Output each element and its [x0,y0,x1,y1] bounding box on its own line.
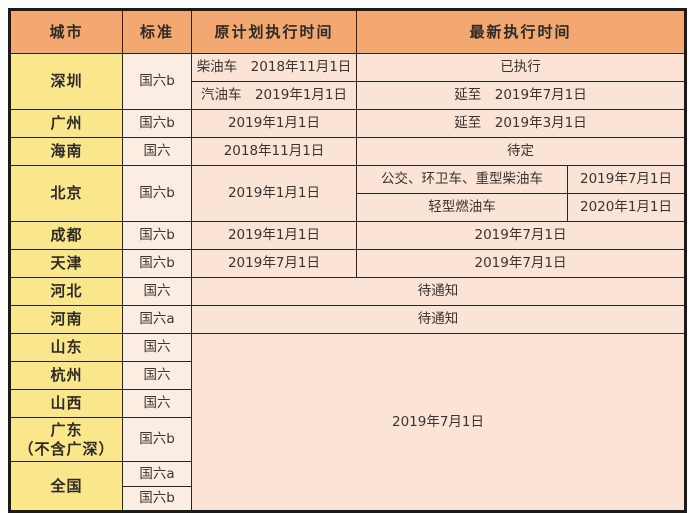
row-hebei: 河北 国六 待通知 [9,277,687,306]
hangzhou-standard-cell: 国六 [122,361,192,390]
shandong-standard-cell: 国六 [122,333,192,362]
shenzhen-standard-cell: 国六b [122,53,192,110]
hainan-original-cell: 2018年11月1日 [191,137,357,166]
row-tianjin: 天津 国六b 2019年7月1日 2019年7月1日 [9,249,687,278]
shenzhen-petrol-latest-cell: 延至 2019年7月1日 [355,81,687,110]
hainan-standard-cell: 国六 [122,137,192,166]
row-hainan: 海南 国六 2018年11月1日 待定 [9,137,687,166]
hebei-city-cell: 河北 [9,277,123,306]
beijing-light-date-cell: 2020年1月1日 [566,193,687,222]
henan-city-cell: 河南 [9,305,123,334]
header-city: 城市 [9,9,123,54]
shenzhen-diesel-latest-cell: 已执行 [355,53,687,82]
row-chengdu: 成都 国六b 2019年1月1日 2019年7月1日 [9,221,687,250]
header-standard: 标准 [122,9,192,54]
guangzhou-standard-cell: 国六b [122,109,192,138]
shenzhen-city-cell: 深圳 [9,53,123,110]
row-beijing-heavy: 北京 国六b 2019年1月1日 公交、环卫车、重型柴油车 2019年7月1日 [9,165,687,222]
row-shandong: 山东 国六 2019年7月1日 [9,333,687,512]
row-shenzhen-diesel: 深圳 国六b 柴油车 2018年11月1日 已执行 [9,53,687,110]
shenzhen-petrol-original-cell: 汽油车 2019年1月1日 [191,81,357,110]
guangzhou-latest-cell: 延至 2019年3月1日 [355,109,687,138]
guangdong-standard-cell: 国六b [122,417,192,462]
henan-standard-cell: 国六a [122,305,192,334]
chengdu-original-cell: 2019年1月1日 [191,221,357,250]
shandong-city-cell: 山东 [9,333,123,362]
row-guangzhou: 广州 国六b 2019年1月1日 延至 2019年3月1日 [9,109,687,138]
chengdu-latest-cell: 2019年7月1日 [355,221,687,250]
row-hangzhou: 杭州 国六 [9,361,686,390]
shanxi-standard-cell: 国六 [122,389,192,418]
guangzhou-original-cell: 2019年1月1日 [191,109,357,138]
beijing-standard-cell: 国六b [122,165,192,222]
row-henan: 河南 国六a 待通知 [9,305,687,334]
hainan-city-cell: 海南 [9,137,123,166]
chengdu-city-cell: 成都 [9,221,123,250]
hebei-notice-cell: 待通知 [190,277,687,306]
header-latest-time: 最新执行时间 [355,9,687,54]
hebei-standard-cell: 国六 [122,277,192,306]
table-container: 城市 标准 原计划执行时间 最新执行时间 深圳 国六b 柴油车 2018年11月… [8,8,688,513]
guangdong-city-cell: 广东 （不含广深） [9,417,123,462]
hainan-latest-cell: 待定 [355,137,687,166]
national-city-cell: 全国 [9,461,123,512]
tianjin-standard-cell: 国六b [122,249,192,278]
header-original-time: 原计划执行时间 [191,9,357,54]
beijing-original-cell: 2019年1月1日 [191,165,357,222]
beijing-light-type-cell: 轻型燃油车 [356,193,568,222]
chengdu-standard-cell: 国六b [122,221,192,250]
shanxi-city-cell: 山西 [9,389,123,418]
tianjin-latest-cell: 2019年7月1日 [355,249,687,278]
row-guangdong: 广东 （不含广深） 国六b [9,417,686,462]
beijing-city-cell: 北京 [9,165,123,222]
national-standard-a-cell: 国六a [122,461,192,487]
shenzhen-diesel-original-cell: 柴油车 2018年11月1日 [191,53,357,82]
tianjin-original-cell: 2019年7月1日 [191,249,357,278]
tianjin-city-cell: 天津 [9,249,123,278]
henan-notice-cell: 待通知 [190,305,687,334]
national-standard-b-cell: 国六b [122,486,192,512]
row-shanxi: 山西 国六 [9,389,686,418]
row-shenzhen-petrol: 汽油车 2019年1月1日 延至 2019年7月1日 [10,81,687,110]
emission-schedule-table: 城市 标准 原计划执行时间 最新执行时间 深圳 国六b 柴油车 2018年11月… [8,8,688,513]
beijing-heavy-type-cell: 公交、环卫车、重型柴油车 [356,165,568,194]
header-row: 城市 标准 原计划执行时间 最新执行时间 [9,9,687,54]
merged-latest-date-cell: 2019年7月1日 [190,333,687,512]
hangzhou-city-cell: 杭州 [9,361,123,390]
guangzhou-city-cell: 广州 [9,109,123,138]
beijing-heavy-date-cell: 2019年7月1日 [566,165,687,194]
